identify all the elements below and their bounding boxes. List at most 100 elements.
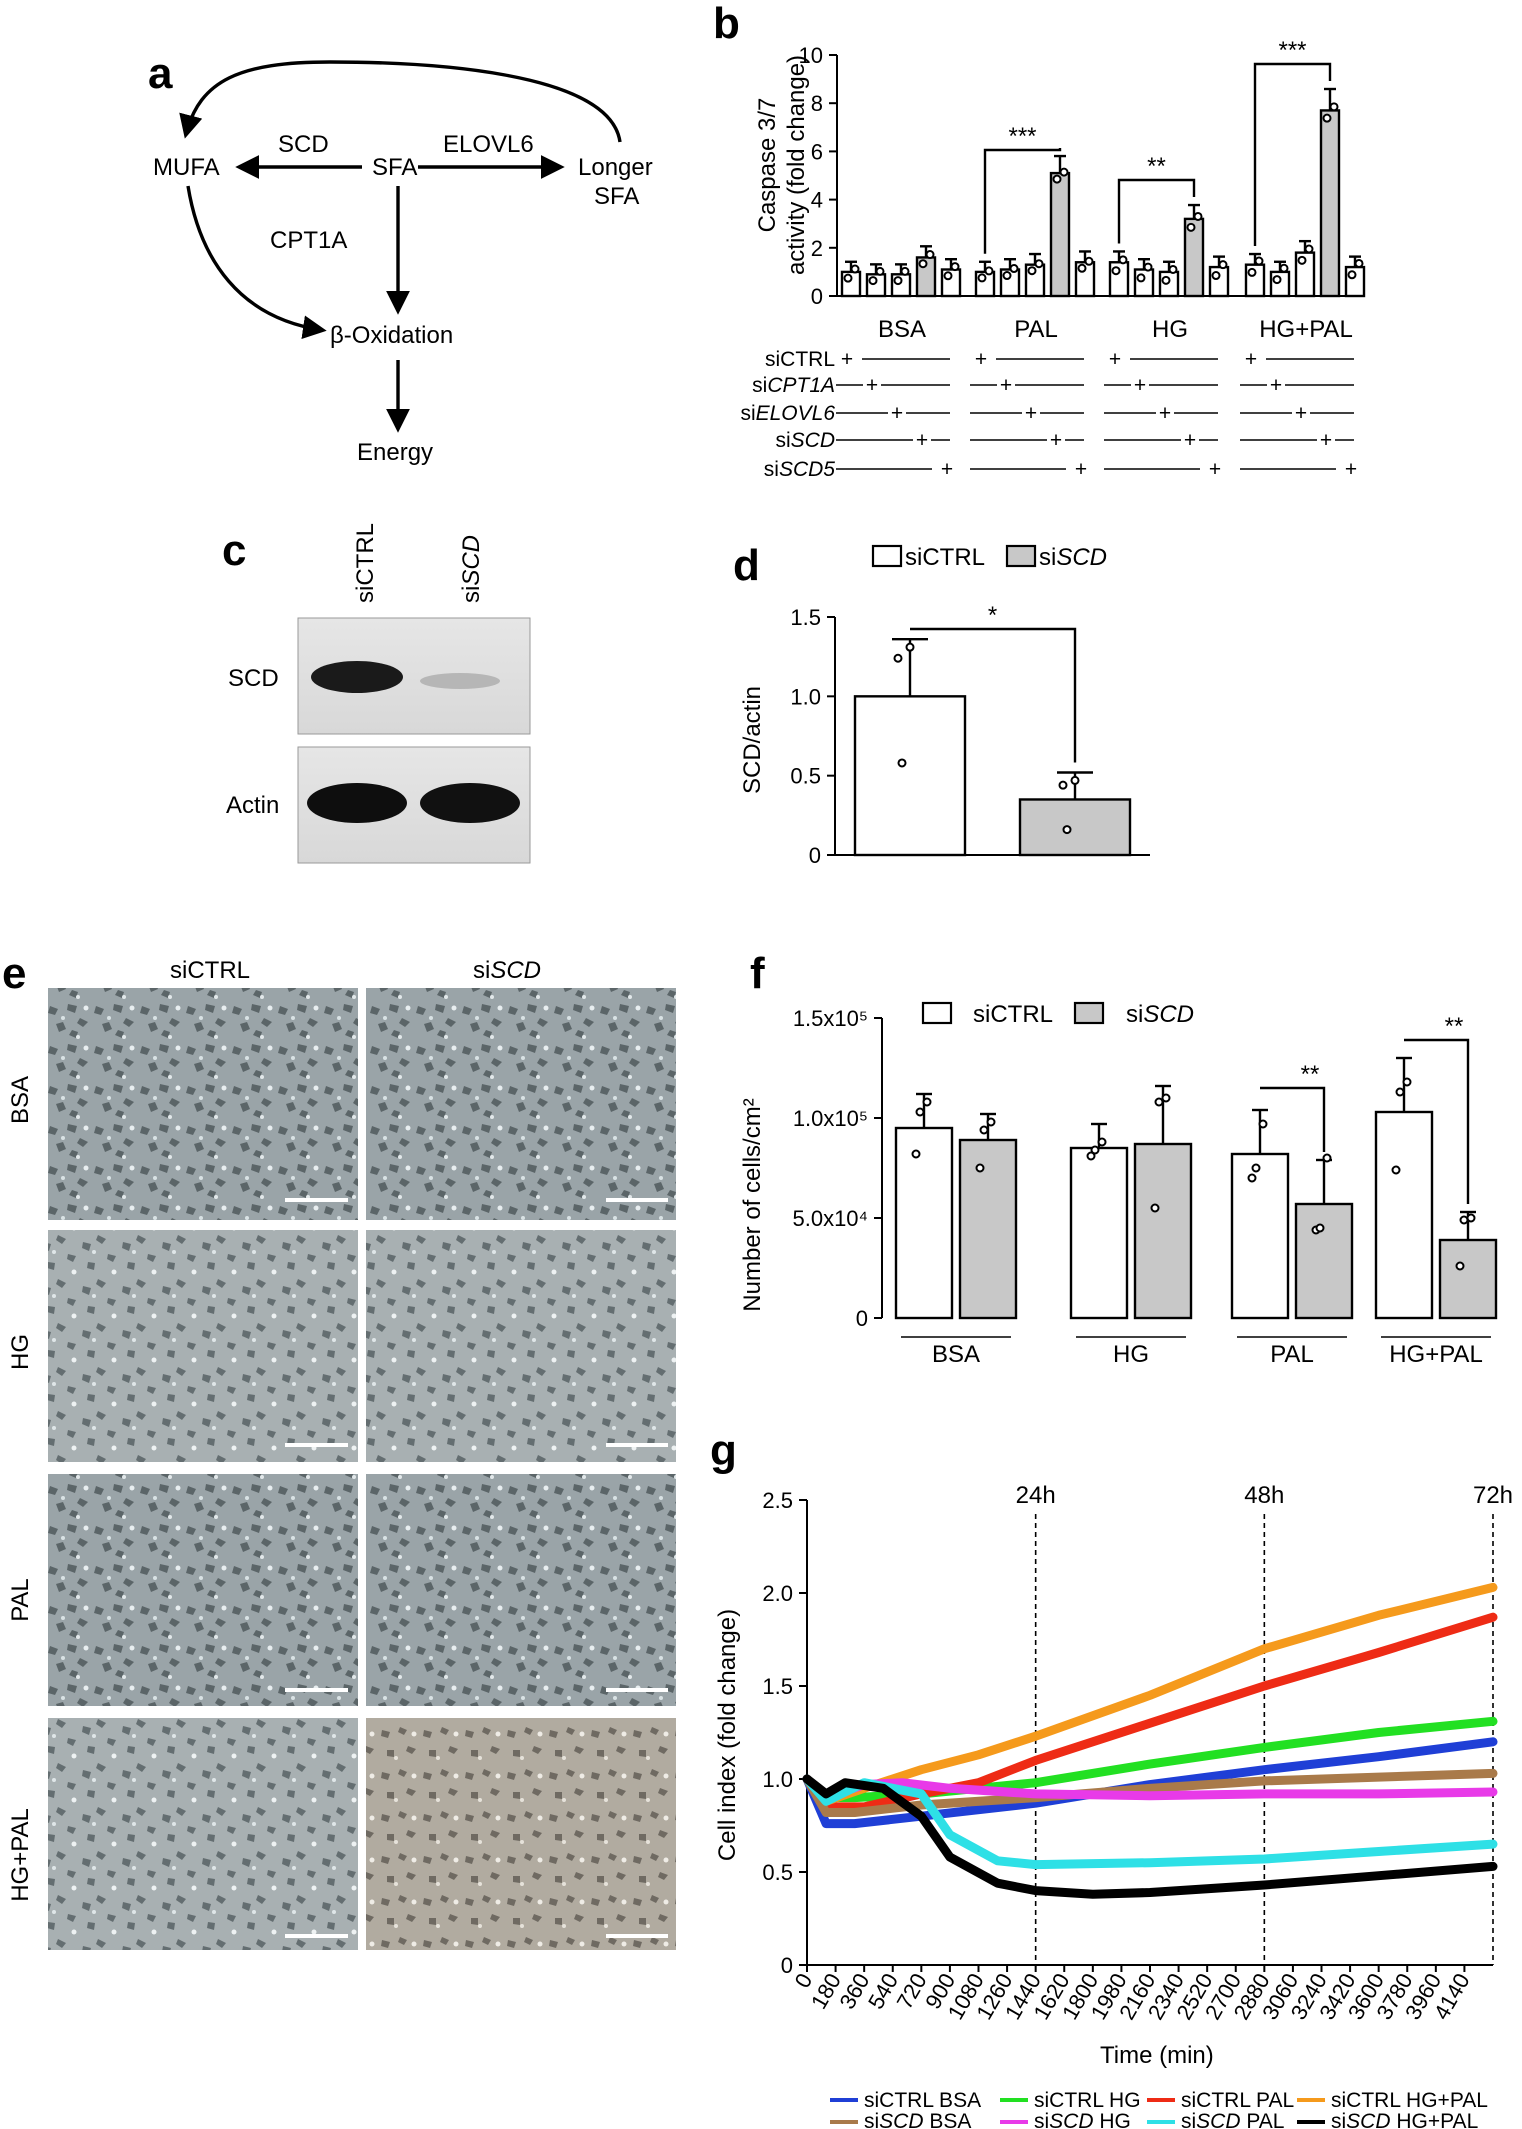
b-data-point [1297,255,1307,265]
b-data-point [850,264,860,274]
g-y-tick-label: 1.5 [762,1674,793,1699]
b-bar [1158,270,1180,298]
f-group-label: HG+PAL [1389,1341,1483,1368]
f-group-label: PAL [1270,1341,1314,1368]
enzyme-scd: SCD [278,131,329,158]
f-data-point [1154,1097,1164,1107]
f-data-point [1466,1213,1476,1223]
micro-row-hg: HG [7,1334,34,1370]
b-ylabel-line1: Caspase 3/7 [754,98,781,233]
g-y-tick-label: 0.5 [762,1860,793,1885]
b-sirna-row-label: siSCD5 [764,458,836,481]
d-legend-sictrl: siCTRL [905,544,985,571]
node-longer: Longer [578,154,653,181]
b-sirna-mark: + [1075,458,1087,481]
f-legend-swatch-siscd [1073,1001,1105,1025]
b-sirna-mark: + [975,348,987,371]
b-sirna-mark: + [1295,402,1307,425]
b-data-point [1272,275,1282,285]
f-bar [1069,1146,1129,1320]
d-data-point [905,642,915,652]
g-legend: siCTRL BSA siCTRL HG siCTRL PAL siCTRL HG+P… [830,2089,1488,2129]
b-data-point [925,250,935,260]
b-data-point [977,273,987,283]
b-significance-label: *** [1278,37,1306,64]
b-bar [1108,261,1130,298]
b-data-point [1254,256,1264,266]
d-data-point [893,653,903,663]
b-data-point [1027,266,1037,276]
b-group-labels: BSA PAL *** HG ** HG+PAL *** [878,37,1353,343]
b-data-point [1304,244,1314,254]
micro-col-sictrl: siCTRL [170,957,250,984]
panel-letter-e: e [2,949,26,998]
b-sirna-row-label: siCTRL [765,348,835,371]
panel-letter-g: g [710,1426,737,1475]
b-sirna-mark: + [941,458,953,481]
b-bar [1344,265,1366,298]
panel-letter-b: b [713,0,740,48]
g-series-line [802,1737,1498,1829]
b-data-point [950,262,960,272]
f-data-point [1150,1203,1160,1213]
b-data-point [1118,255,1128,265]
b-data-point [1136,273,1146,283]
f-data-point [1086,1151,1096,1161]
f-data-point [1097,1137,1107,1147]
g-legend-label: siSCD PAL [1181,2110,1284,2129]
g-y-tick-label: 1.0 [762,1767,793,1792]
g-y-tick-label: 0 [781,1953,793,1978]
f-significance-label: ** [1301,1061,1320,1088]
d-y-tick-label: 0 [809,843,821,868]
f-significance-label: ** [1445,1013,1464,1040]
b-sirna-mark: + [916,429,928,452]
b-data-point [1161,275,1171,285]
f-data-point [979,1125,989,1135]
b-data-point [1347,270,1357,280]
d-y-tick-label: 1.5 [790,605,821,630]
b-data-point [843,273,853,283]
b-sirna-table: siCTRL + + + + siCPT1A + + + + siELOVL6 + + + + siSCD + +… [740,348,1357,481]
f-data-point [1395,1087,1405,1097]
f-bar [1438,1238,1498,1320]
band-label-actin: Actin [226,792,279,819]
node-sfa: SFA [372,154,417,181]
b-data-point [1034,259,1044,269]
b-data-point [1218,260,1228,270]
micro-col-siscd: siSCD [473,957,541,984]
d-data-point [1070,775,1080,785]
micrograph-sictrl-pal [48,1474,358,1706]
b-bar [1049,171,1071,298]
f-y-tick-label: 0 [856,1306,868,1331]
d-y-tick-label: 0.5 [790,764,821,789]
b-data-point [1111,266,1121,276]
panel-a-pathway: a MUFA SFA Longer SFA SCD ELOVL6 CPT1A β… [148,49,653,466]
b-sirna-mark: + [1109,348,1121,371]
micro-row-pal: PAL [7,1578,34,1622]
b-y-tick-label: 2 [811,236,823,261]
b-data-point [918,259,928,269]
b-data-point [1211,271,1221,281]
d-significance-label: * [988,602,997,629]
b-data-point [1247,267,1257,277]
g-chart: 00.51.01.52.02.5018036054072090010801260… [762,1482,1513,2024]
scale-bars [285,1198,668,1938]
b-data-point [1279,263,1289,273]
b-sirna-mark: + [1320,429,1332,452]
d-y-tick-label: 1.0 [790,684,821,709]
f-data-point [1258,1119,1268,1129]
b-data-point [1143,262,1153,272]
micrograph-sictrl-hg [48,1230,358,1462]
b-data-point [1084,256,1094,266]
b-sirna-mark: + [1245,348,1257,371]
f-bar [1230,1152,1290,1320]
b-bar [1208,265,1230,298]
g-time-marker-label: 24h [1016,1482,1056,1509]
b-y-tick-label: 0 [811,284,823,309]
micrograph-siscd-bsa [366,988,676,1220]
arrow-mufa-to-beta [186,185,327,340]
f-y-tick-label: 1.5x10⁵ [793,1006,868,1031]
b-sirna-mark: + [1025,402,1037,425]
d-data-point [1062,825,1072,835]
